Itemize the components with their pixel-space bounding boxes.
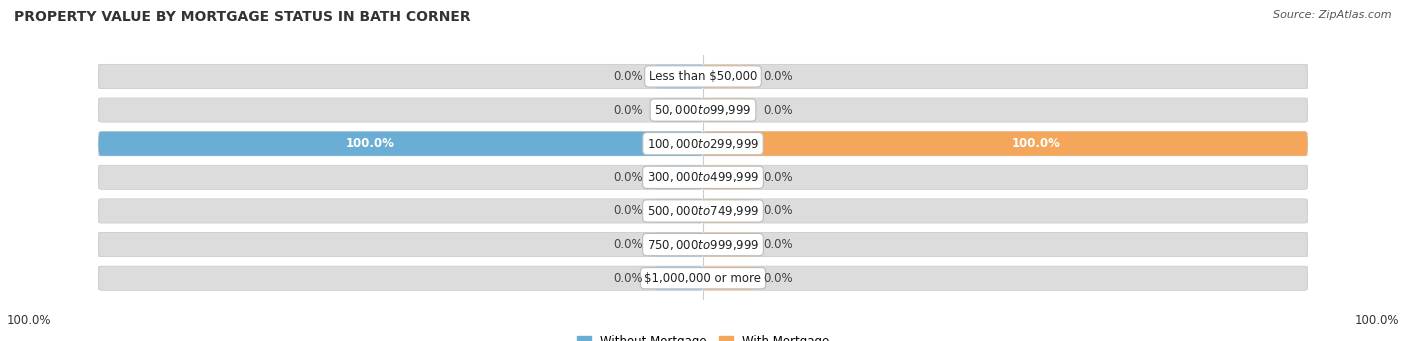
Text: Less than $50,000: Less than $50,000 bbox=[648, 70, 758, 83]
Legend: Without Mortgage, With Mortgage: Without Mortgage, With Mortgage bbox=[576, 335, 830, 341]
Text: 100.0%: 100.0% bbox=[346, 137, 395, 150]
FancyBboxPatch shape bbox=[703, 233, 1308, 257]
Text: $750,000 to $999,999: $750,000 to $999,999 bbox=[647, 238, 759, 252]
Text: 0.0%: 0.0% bbox=[763, 70, 793, 83]
FancyBboxPatch shape bbox=[655, 199, 703, 223]
FancyBboxPatch shape bbox=[703, 266, 1308, 290]
Text: 0.0%: 0.0% bbox=[613, 70, 643, 83]
Text: 0.0%: 0.0% bbox=[763, 104, 793, 117]
Text: 0.0%: 0.0% bbox=[613, 171, 643, 184]
FancyBboxPatch shape bbox=[703, 64, 751, 89]
FancyBboxPatch shape bbox=[655, 233, 703, 257]
FancyBboxPatch shape bbox=[655, 266, 703, 290]
Bar bbox=[703, 132, 1308, 156]
Text: 100.0%: 100.0% bbox=[1011, 137, 1060, 150]
Text: PROPERTY VALUE BY MORTGAGE STATUS IN BATH CORNER: PROPERTY VALUE BY MORTGAGE STATUS IN BAT… bbox=[14, 10, 471, 24]
FancyBboxPatch shape bbox=[98, 199, 703, 223]
FancyBboxPatch shape bbox=[703, 98, 1308, 122]
FancyBboxPatch shape bbox=[98, 266, 703, 290]
Bar bbox=[98, 132, 703, 156]
Text: 0.0%: 0.0% bbox=[763, 272, 793, 285]
FancyBboxPatch shape bbox=[703, 233, 751, 257]
FancyBboxPatch shape bbox=[98, 165, 703, 190]
Text: 0.0%: 0.0% bbox=[613, 272, 643, 285]
Text: $500,000 to $749,999: $500,000 to $749,999 bbox=[647, 204, 759, 218]
Bar bbox=[703, 266, 1308, 290]
FancyBboxPatch shape bbox=[98, 132, 703, 156]
Bar bbox=[98, 266, 703, 290]
Text: 0.0%: 0.0% bbox=[763, 238, 793, 251]
Bar bbox=[98, 98, 703, 122]
FancyBboxPatch shape bbox=[703, 98, 751, 122]
FancyBboxPatch shape bbox=[655, 165, 703, 190]
Bar bbox=[98, 199, 703, 223]
FancyBboxPatch shape bbox=[703, 132, 1308, 156]
FancyBboxPatch shape bbox=[98, 233, 703, 257]
Bar bbox=[703, 64, 1308, 89]
FancyBboxPatch shape bbox=[703, 165, 751, 190]
FancyBboxPatch shape bbox=[98, 64, 703, 89]
Bar bbox=[703, 233, 1308, 257]
FancyBboxPatch shape bbox=[703, 199, 751, 223]
FancyBboxPatch shape bbox=[655, 98, 703, 122]
FancyBboxPatch shape bbox=[703, 64, 1308, 89]
Text: 0.0%: 0.0% bbox=[763, 205, 793, 218]
Text: 100.0%: 100.0% bbox=[1354, 314, 1399, 327]
Text: Source: ZipAtlas.com: Source: ZipAtlas.com bbox=[1274, 10, 1392, 20]
FancyBboxPatch shape bbox=[98, 132, 703, 156]
Text: 0.0%: 0.0% bbox=[613, 104, 643, 117]
Text: $300,000 to $499,999: $300,000 to $499,999 bbox=[647, 170, 759, 184]
FancyBboxPatch shape bbox=[98, 98, 703, 122]
FancyBboxPatch shape bbox=[703, 266, 751, 290]
Text: 100.0%: 100.0% bbox=[7, 314, 52, 327]
FancyBboxPatch shape bbox=[703, 132, 1308, 156]
Text: 0.0%: 0.0% bbox=[613, 205, 643, 218]
Bar bbox=[98, 165, 703, 190]
Bar bbox=[98, 233, 703, 257]
Bar bbox=[703, 98, 1308, 122]
FancyBboxPatch shape bbox=[655, 64, 703, 89]
Bar bbox=[98, 64, 703, 89]
Text: 0.0%: 0.0% bbox=[613, 238, 643, 251]
Bar bbox=[703, 199, 1308, 223]
Text: $50,000 to $99,999: $50,000 to $99,999 bbox=[654, 103, 752, 117]
Text: 0.0%: 0.0% bbox=[763, 171, 793, 184]
FancyBboxPatch shape bbox=[703, 199, 1308, 223]
FancyBboxPatch shape bbox=[703, 165, 1308, 190]
Bar bbox=[703, 165, 1308, 190]
Text: $1,000,000 or more: $1,000,000 or more bbox=[644, 272, 762, 285]
Text: $100,000 to $299,999: $100,000 to $299,999 bbox=[647, 137, 759, 151]
